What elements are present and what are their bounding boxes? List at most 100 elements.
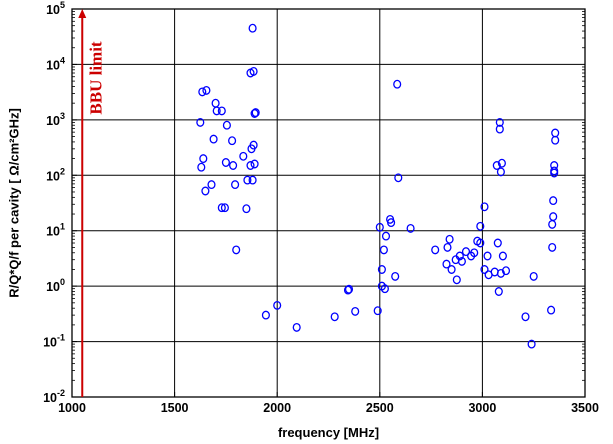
data-point [442, 259, 451, 269]
data-point [457, 256, 466, 266]
x-tick-label: 3500 [571, 401, 599, 415]
data-point [198, 87, 207, 97]
data-point [551, 135, 560, 145]
data-point [501, 266, 511, 276]
data-point [387, 218, 396, 228]
data-point [199, 154, 208, 164]
data-point [246, 161, 255, 170]
grid-lines [72, 9, 585, 397]
data-point [496, 167, 505, 177]
x-axis-ticks: 1000 1500 2000 2500 3000 3500 [58, 392, 599, 415]
data-point [229, 161, 238, 170]
data-point [470, 248, 479, 258]
data-point [551, 128, 560, 138]
data-point [549, 212, 558, 222]
data-point [248, 23, 257, 33]
data-point [493, 238, 502, 248]
data-point [393, 79, 402, 89]
data-point [220, 203, 229, 213]
data-point [375, 222, 384, 232]
data-point [549, 196, 558, 206]
data-point [201, 186, 210, 196]
data-point [379, 245, 388, 255]
data-point [461, 247, 471, 257]
x-tick-label: 1500 [161, 401, 189, 415]
data-point [232, 245, 241, 255]
data-point [431, 245, 440, 255]
y-tick-label: 104 [46, 55, 65, 72]
data-points [196, 23, 560, 349]
data-point [521, 312, 530, 322]
data-point [476, 221, 485, 231]
data-point [494, 287, 503, 296]
data-point [261, 310, 270, 320]
bbu-limit-annotation: BBU limit [78, 9, 105, 397]
data-point [217, 203, 226, 213]
y-tick-label: 102 [46, 166, 65, 183]
bbu-limit-label: BBU limit [86, 41, 105, 115]
data-point [249, 66, 258, 76]
data-point [495, 124, 504, 134]
data-point [239, 151, 248, 161]
data-point [480, 265, 489, 274]
data-point [344, 284, 354, 294]
data-point [250, 109, 259, 118]
data-point [495, 117, 504, 127]
data-point [394, 173, 403, 183]
data-point [373, 306, 382, 316]
data-point [476, 238, 485, 248]
data-point [377, 265, 386, 274]
data-point [529, 271, 538, 281]
data-point [445, 234, 454, 244]
data-point [548, 219, 557, 229]
data-point [330, 312, 339, 322]
data-point [497, 158, 506, 168]
data-point [406, 223, 415, 233]
data-point [550, 166, 559, 176]
data-point [217, 106, 226, 116]
data-point [247, 144, 256, 154]
data-point [447, 265, 456, 274]
data-point [391, 271, 400, 281]
data-point [228, 136, 237, 146]
data-point [483, 251, 492, 261]
bbu-limit-arrowhead [78, 9, 87, 18]
y-tick-label: 103 [46, 111, 65, 128]
data-point [273, 300, 282, 310]
data-point [381, 231, 391, 241]
data-point [250, 159, 259, 169]
data-point [212, 106, 221, 116]
x-tick-label: 2500 [366, 401, 394, 415]
data-point [251, 108, 260, 118]
data-point [380, 284, 389, 294]
data-point [196, 117, 205, 127]
data-point [211, 98, 220, 108]
y-axis-label: R/Q*Q/f per cavity [ Ω/cm²GHz] [6, 108, 21, 298]
plot-frame [71, 8, 586, 398]
data-point [498, 251, 507, 261]
data-point [242, 204, 251, 214]
data-point [243, 175, 252, 185]
x-tick-label: 3000 [468, 401, 496, 415]
data-point [527, 339, 536, 349]
data-point [548, 242, 557, 252]
data-point [547, 305, 556, 315]
data-point [197, 162, 206, 172]
x-tick-label: 1000 [58, 401, 86, 415]
data-point [480, 202, 489, 212]
y-tick-label: 105 [46, 0, 65, 17]
data-point [248, 175, 257, 185]
data-point [443, 242, 452, 252]
y-tick-label: 101 [46, 222, 65, 239]
data-point [550, 161, 559, 170]
data-point [221, 158, 230, 167]
data-point [209, 134, 218, 144]
axes-box [71, 8, 586, 398]
data-point [292, 322, 301, 332]
x-tick-label: 2000 [263, 401, 291, 415]
y-tick-label: 10-1 [43, 333, 65, 350]
data-point [343, 285, 353, 295]
data-point [222, 120, 231, 130]
